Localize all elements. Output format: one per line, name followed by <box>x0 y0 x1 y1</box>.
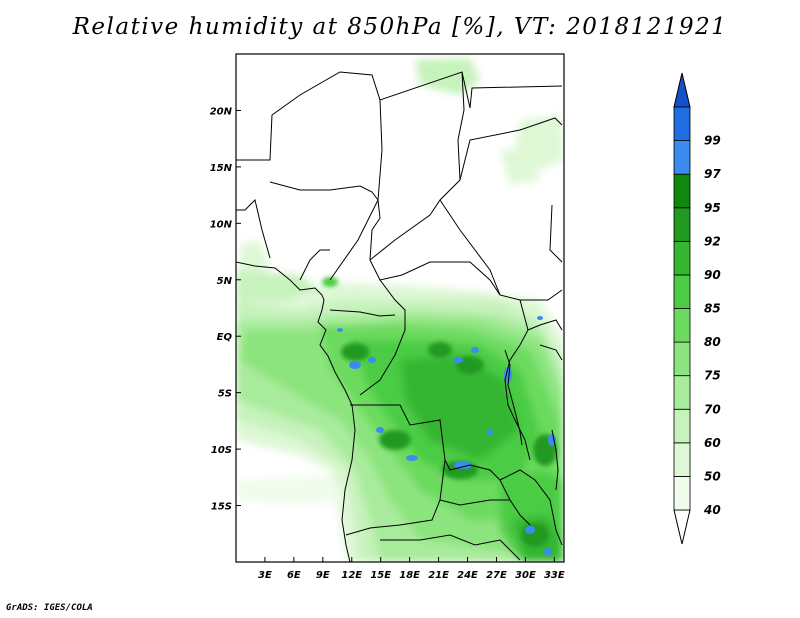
colorbar-label: 85 <box>704 302 721 316</box>
lon-tick-label: 21E <box>428 570 449 581</box>
colorbar-segment <box>673 140 691 175</box>
map-frame <box>235 53 565 563</box>
colorbar-segment <box>673 240 691 276</box>
colorbar-label: 75 <box>704 369 721 383</box>
humidity-field <box>236 58 564 562</box>
footer-credit: GrADS: IGES/COLA <box>6 603 93 613</box>
lat-tick-label: EQ <box>217 332 233 343</box>
lat-tick-label: 5S <box>218 389 232 400</box>
lon-tick-label: 30E <box>515 570 536 581</box>
lon-tick-label: 9E <box>316 570 330 581</box>
lat-tick-label: 5N <box>217 276 233 287</box>
lat-tick-label: 10N <box>210 219 233 230</box>
colorbar-bottom-arrow <box>673 509 691 545</box>
colorbar-segment <box>673 173 691 209</box>
colorbar-label: 40 <box>703 503 721 517</box>
colorbar-segment <box>673 207 691 242</box>
lat-tick-label: 15S <box>211 502 232 513</box>
colorbar-label: 97 <box>704 167 721 181</box>
colorbar-segment <box>673 476 691 511</box>
lon-tick-label: 6E <box>287 570 301 581</box>
colorbar-label: 95 <box>704 201 721 215</box>
lon-tick-label: 33E <box>544 570 565 581</box>
lat-tick-label: 10S <box>211 445 232 456</box>
map-title: Relative humidity at 850hPa [%], VT: 201… <box>72 14 728 40</box>
colorbar-top-arrow <box>673 72 691 108</box>
lon-tick-label: 12E <box>341 570 362 581</box>
colorbar-segment <box>673 442 691 477</box>
lat-tick-label: 15N <box>210 163 233 174</box>
colorbar-label: 50 <box>704 469 721 483</box>
lon-tick-label: 15E <box>370 570 391 581</box>
colorbar: 40 50 60 70 75 80 85 90 92 95 97 99 <box>673 72 721 545</box>
lon-tick-label: 18E <box>399 570 420 581</box>
boundaries <box>236 71 563 562</box>
colorbar-label: 80 <box>704 335 721 349</box>
colorbar-label: 90 <box>704 268 721 282</box>
colorbar-segment <box>673 106 691 141</box>
lat-tick-label: 20N <box>210 106 233 117</box>
lon-tick-label: 27E <box>486 570 507 581</box>
latitude-axis: 20N 15N 10N 5N EQ 5S 10S 15S <box>210 106 241 513</box>
lon-tick-label: 24E <box>457 570 478 581</box>
lon-tick-label: 3E <box>258 570 272 581</box>
colorbar-segment <box>673 341 691 377</box>
colorbar-label: 60 <box>704 436 721 450</box>
colorbar-label: 99 <box>704 134 721 148</box>
colorbar-label: 70 <box>704 402 721 416</box>
colorbar-segment <box>673 375 691 410</box>
saturated-patches <box>337 316 556 556</box>
colorbar-segment <box>673 408 691 444</box>
colorbar-segment <box>673 274 691 309</box>
colorbar-label: 92 <box>704 234 721 248</box>
colorbar-segment <box>673 308 691 343</box>
longitude-axis: 3E 6E 9E 12E 15E 18E 21E 24E 27E 30E 33E <box>258 557 565 581</box>
